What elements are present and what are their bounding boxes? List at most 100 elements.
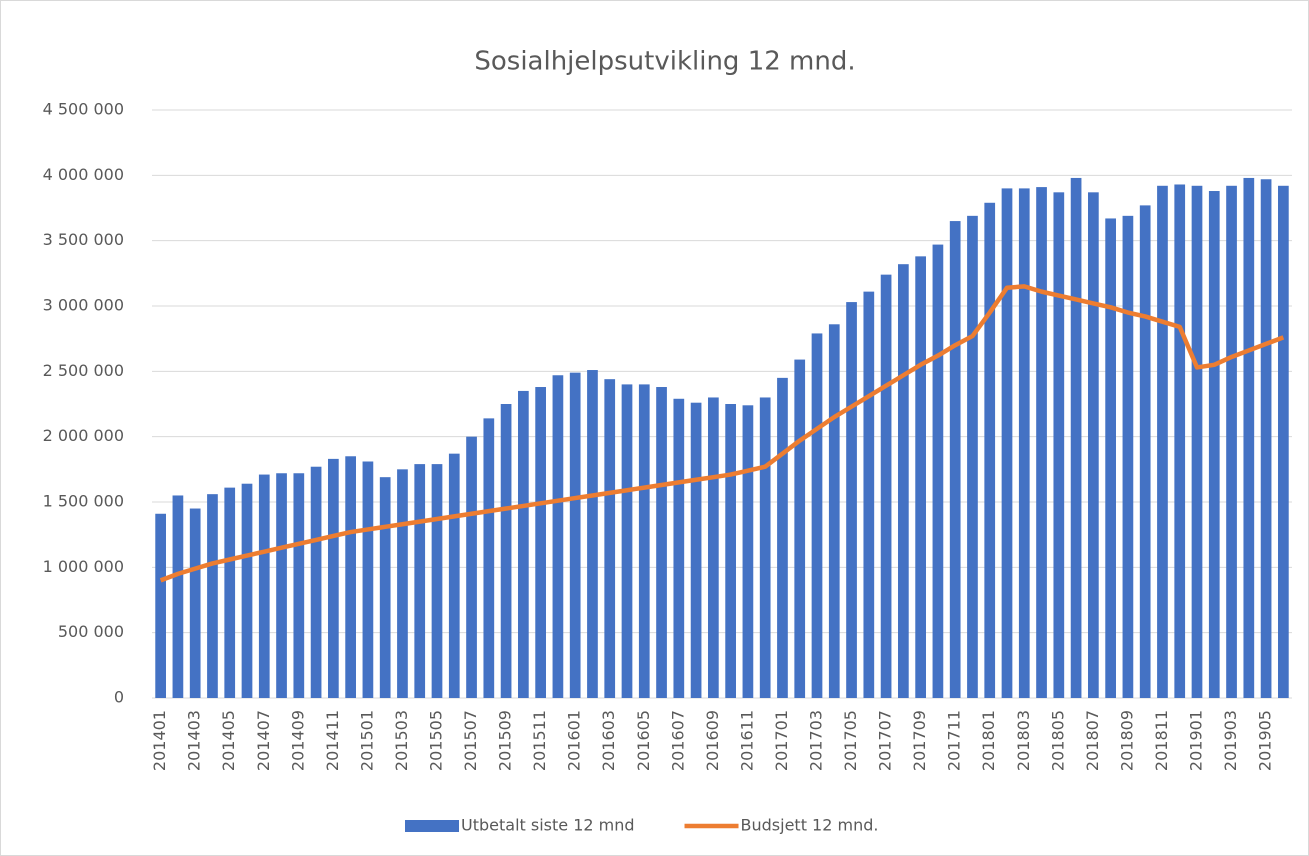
bar — [898, 264, 909, 698]
x-tick-label: 201805 — [1048, 710, 1067, 771]
bar — [1243, 177, 1255, 699]
x-tick-label: 201601 — [565, 710, 584, 771]
bar — [690, 402, 702, 698]
x-tick-label: 201703 — [807, 710, 826, 771]
bar — [1018, 188, 1030, 698]
y-tick-label: 500 000 — [58, 622, 124, 641]
bar — [777, 377, 788, 698]
x-tick-label: 201511 — [530, 710, 549, 771]
bar — [932, 244, 944, 698]
bar — [915, 256, 926, 698]
bar — [535, 387, 546, 698]
x-tick-label: 201409 — [288, 710, 307, 771]
x-tick-label: 201505 — [427, 710, 446, 771]
bar — [880, 274, 892, 698]
bar — [500, 404, 512, 698]
x-tick-label: 201605 — [634, 710, 653, 771]
bar — [708, 397, 719, 698]
x-tick-label: 201503 — [392, 710, 411, 771]
y-tick-label: 1 000 000 — [43, 557, 124, 576]
x-tick-label: 201709 — [910, 710, 929, 771]
bar — [379, 477, 391, 698]
bar — [328, 458, 339, 698]
x-tick-label: 201501 — [357, 710, 376, 771]
bar — [638, 384, 650, 698]
bar — [310, 466, 322, 698]
x-tick-label: 201607 — [668, 710, 687, 771]
bar — [1139, 205, 1151, 699]
bar — [587, 370, 598, 698]
bar — [811, 333, 823, 698]
bar — [967, 215, 978, 698]
bar — [172, 495, 184, 698]
bar — [846, 302, 857, 698]
x-tick-label: 201403 — [185, 710, 204, 771]
bar — [224, 487, 236, 698]
line — [159, 284, 1285, 583]
bar — [518, 390, 529, 698]
y-tick-label: 3 500 000 — [43, 230, 124, 249]
bar — [1208, 191, 1220, 698]
bar — [742, 405, 754, 698]
legend-swatch — [405, 820, 459, 832]
y-tick-label: 1 500 000 — [43, 492, 124, 511]
y-tick-label: 4 000 000 — [43, 165, 124, 184]
x-tick-label: 201401 — [150, 710, 169, 771]
bar — [1174, 184, 1186, 699]
x-tick-label: 201411 — [323, 710, 342, 771]
x-tick-label: 201509 — [496, 710, 515, 771]
x-tick-label: 201905 — [1256, 710, 1275, 771]
bar — [1001, 188, 1013, 698]
x-tick-label: 201901 — [1187, 710, 1206, 771]
x-tick-label: 201507 — [461, 710, 480, 771]
x-tick-label: 201609 — [703, 710, 722, 771]
bar — [656, 387, 667, 698]
bar — [552, 375, 564, 698]
bar — [569, 372, 581, 698]
x-tick-label: 201611 — [737, 710, 756, 771]
bar — [673, 398, 685, 698]
bar — [1278, 185, 1289, 698]
legend-label: Utbetalt siste 12 mnd — [461, 816, 635, 835]
y-tick-label: 2 000 000 — [43, 426, 124, 445]
y-tick-label: 3 000 000 — [43, 296, 124, 315]
x-tick-label: 201707 — [876, 710, 895, 771]
bar — [207, 494, 218, 698]
bar — [863, 291, 875, 698]
bar — [276, 473, 287, 698]
x-tick-label: 201903 — [1221, 710, 1240, 771]
bar — [1157, 185, 1168, 698]
bar — [1122, 215, 1134, 698]
x-tick-label: 201701 — [772, 710, 791, 771]
bar — [155, 513, 166, 698]
bar — [1070, 177, 1082, 699]
y-tick-label: 0 — [114, 688, 124, 707]
x-tick-label: 201809 — [1117, 710, 1136, 771]
bar — [1260, 179, 1272, 699]
bar — [258, 474, 270, 698]
bar — [483, 418, 495, 698]
bar — [362, 461, 374, 698]
chart-title: Sosialhjelpsutvikling 12 mnd. — [474, 47, 855, 77]
bar — [1088, 192, 1099, 698]
legend-label: Budsjett 12 mnd. — [741, 816, 879, 835]
bar — [1105, 218, 1116, 698]
y-tick-label: 4 500 000 — [43, 100, 124, 119]
x-tick-label: 201803 — [1014, 710, 1033, 771]
bar — [466, 436, 477, 698]
bar — [949, 221, 961, 699]
x-tick-label: 201603 — [599, 710, 618, 771]
bar — [1036, 187, 1047, 699]
bar — [759, 397, 771, 698]
x-tick-label: 201705 — [841, 710, 860, 771]
x-tick-label: 201811 — [1152, 710, 1171, 771]
x-tick-label: 201801 — [979, 710, 998, 771]
bar — [431, 464, 443, 698]
x-tick-label: 201711 — [945, 710, 964, 771]
bar — [293, 473, 305, 698]
bar — [189, 508, 201, 698]
bar — [1191, 185, 1203, 698]
bar — [448, 453, 460, 698]
bar — [828, 324, 840, 698]
